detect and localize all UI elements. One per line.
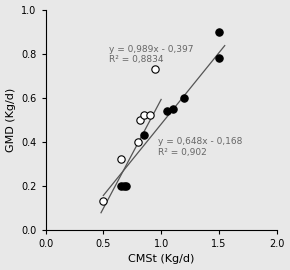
Point: [171, 107, 175, 111]
Y-axis label: GMD (Kg/d): GMD (Kg/d): [6, 87, 16, 152]
Point: [217, 56, 221, 60]
X-axis label: CMSt (Kg/d): CMSt (Kg/d): [128, 254, 194, 264]
Point: [118, 157, 123, 161]
Point: [165, 109, 169, 113]
Text: y = 0,648x - 0,168
R² = 0,902: y = 0,648x - 0,168 R² = 0,902: [158, 137, 242, 157]
Point: [142, 133, 146, 137]
Point: [217, 29, 221, 34]
Point: [118, 184, 123, 188]
Point: [147, 113, 152, 117]
Point: [153, 67, 158, 71]
Point: [136, 140, 140, 144]
Point: [122, 184, 126, 188]
Point: [182, 96, 186, 100]
Point: [138, 117, 143, 122]
Point: [124, 184, 129, 188]
Point: [101, 199, 106, 203]
Text: y = 0,989x - 0,397
R² = 0,8834: y = 0,989x - 0,397 R² = 0,8834: [109, 45, 194, 64]
Point: [142, 113, 146, 117]
